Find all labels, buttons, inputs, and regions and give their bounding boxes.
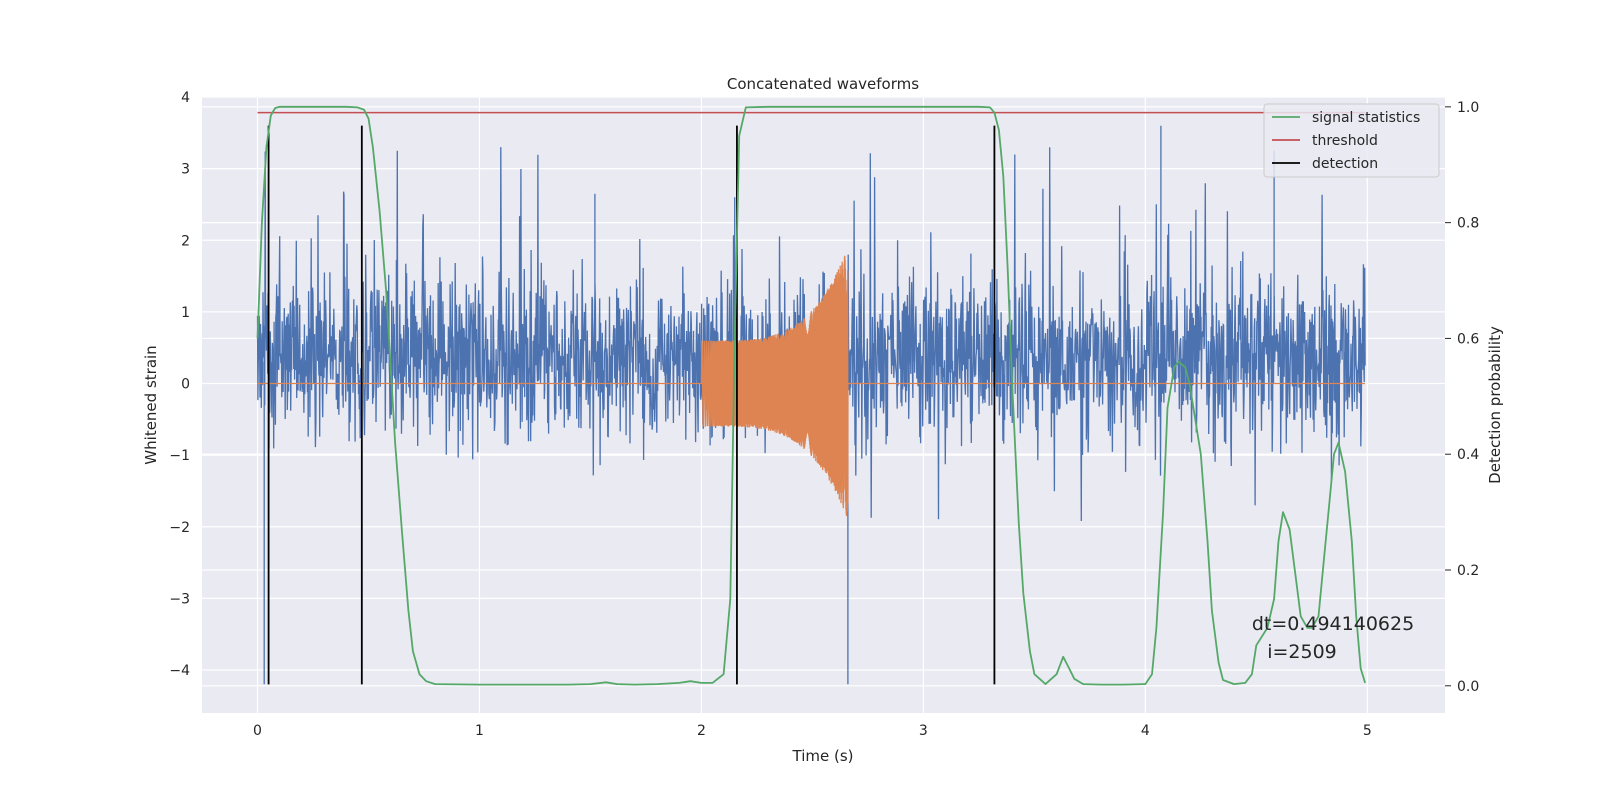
y2-tick-label: 0.2: [1457, 563, 1479, 579]
x-tick-label: 3: [919, 723, 928, 739]
y-tick-label: 0: [181, 377, 190, 393]
injection-line: [257, 255, 1366, 517]
tick-labels: 0 1 2 3 4 5 4 3 2 1 0 −1 −2 −3 −4 1.0 0.8 0.6 0.4 0.2 0.0: [169, 90, 1479, 739]
signal-statistics-line: [256, 105, 1366, 686]
y-tick-label: −1: [169, 448, 190, 464]
legend-label-detection: detection: [1312, 156, 1378, 172]
x-tick-label: 5: [1363, 723, 1372, 739]
y-tick-label: 4: [181, 90, 190, 106]
y2-tick-label: 1.0: [1457, 100, 1479, 116]
injection-trace: [257, 255, 1366, 517]
y-tick-label: −3: [169, 591, 190, 607]
x-axis-label: Time (s): [792, 747, 854, 765]
x-tick-label: 4: [1141, 723, 1150, 739]
y-tick-label: 1: [181, 305, 190, 321]
y-tick-label: 3: [181, 162, 190, 178]
annotation-i: i=2509: [1267, 641, 1337, 663]
x-tick-label: 2: [697, 723, 706, 739]
x-tick-label: 1: [475, 723, 484, 739]
y2-axis-label: Detection probability: [1486, 326, 1504, 484]
y-tick-label: −2: [169, 520, 190, 536]
y2-tick-label: 0.0: [1457, 679, 1479, 695]
y-tick-label: −4: [169, 663, 190, 679]
x-tick-label: 0: [253, 723, 262, 739]
y-axis-label: Whitened strain: [142, 345, 160, 464]
legend: signal statistics threshold detection: [1263, 103, 1440, 178]
y2-tick-label: 0.4: [1457, 447, 1479, 463]
legend-label-signal-statistics: signal statistics: [1312, 110, 1420, 126]
legend-label-threshold: threshold: [1312, 133, 1378, 149]
annotation-dt: dt=0.494140625: [1252, 613, 1414, 635]
series-layer: [256, 105, 1366, 686]
y2-tick-label: 0.6: [1457, 331, 1479, 347]
y2-tick-label: 0.8: [1457, 216, 1479, 232]
legend-box: [1263, 103, 1440, 178]
y-tick-label: 2: [181, 233, 190, 249]
chart-title: Concatenated waveforms: [727, 75, 919, 93]
